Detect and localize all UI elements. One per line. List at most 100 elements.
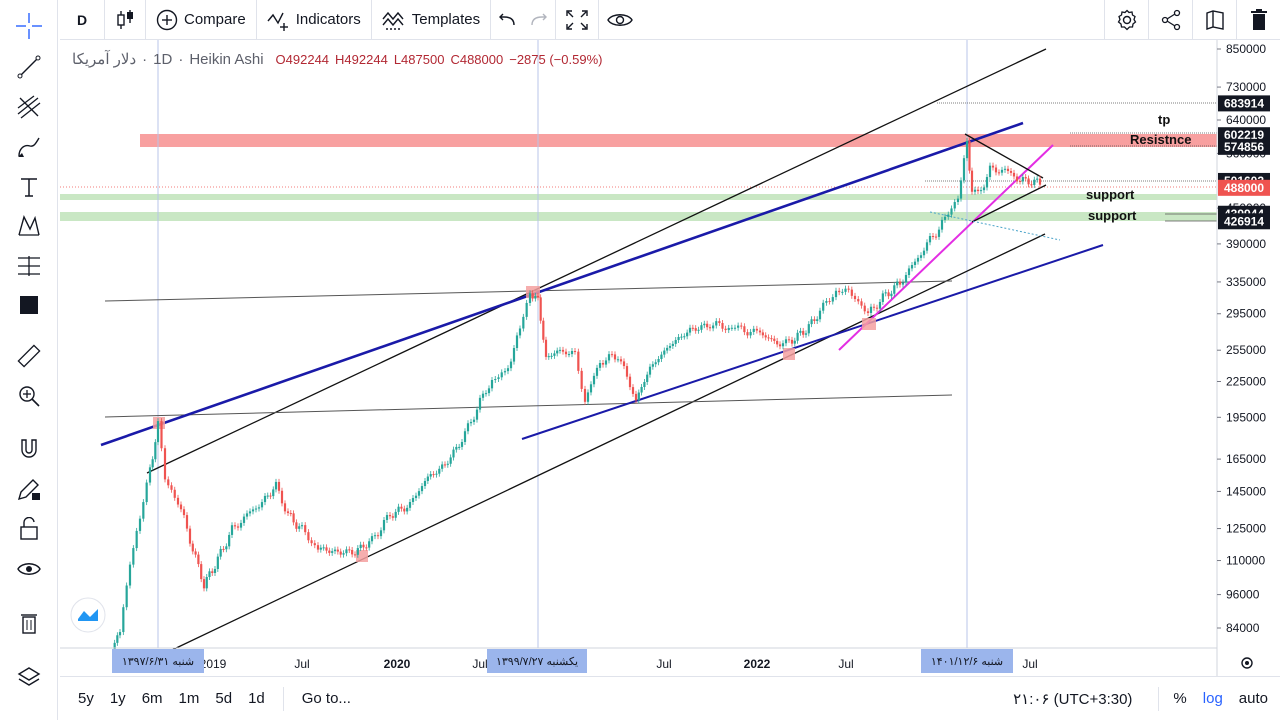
price-label: 426914 [1224,214,1264,228]
pattern-tool[interactable] [14,211,44,241]
gear-icon-hub [1245,661,1249,665]
undo-button[interactable] [491,0,523,40]
compare-button[interactable]: Compare [146,0,256,40]
log-toggle[interactable]: log [1202,690,1223,707]
range-6m[interactable]: 6m [141,690,163,707]
top-toolbar: D Compare Indicators Templates [60,0,1280,40]
candle-body [135,530,138,549]
remove-drawings-tool[interactable] [14,608,44,638]
magnet-icon [21,439,37,458]
candle-body [970,170,974,192]
candle-body [965,140,969,159]
range-1d[interactable]: 1d [248,690,265,707]
candle-body [580,370,583,389]
candle-body [648,366,652,375]
x-tick-label: Jul [1022,657,1037,671]
x-tick-label: 2019 [200,657,227,671]
legend-interval: 1D [153,50,173,68]
lock-drawing-mode-tool[interactable] [14,474,44,504]
ruler-tool[interactable] [14,341,44,371]
indicators-button[interactable]: Indicators [257,0,371,40]
snapshot-button[interactable] [1193,0,1236,40]
range-5y[interactable]: 5y [78,690,94,707]
candle-body [816,319,819,322]
range-5d[interactable]: 5d [215,690,233,707]
templates-button[interactable]: Templates [372,0,490,40]
price-labels: 6839146022195748565016024880004399444269… [1218,95,1270,230]
y-tick-label: 96000 [1226,588,1260,602]
blue-trend-main [100,121,1024,447]
brush-tool[interactable] [14,132,44,162]
percent-toggle[interactable]: % [1173,690,1187,707]
share-button[interactable] [1149,0,1192,40]
interval-button[interactable]: D [76,11,88,28]
candle-body [668,345,672,348]
candle-body [182,509,186,516]
fullscreen-icon [566,9,588,30]
date-label: یکشنبه ۱۳۹۹/۷/۲۷ [496,656,578,668]
trash-icon [1250,9,1267,30]
toolbar-divider [1192,0,1193,40]
goto-button[interactable]: Go to... [301,690,351,707]
candle-body [595,367,599,376]
candle-body [128,564,132,586]
candle-body [893,285,896,294]
candle-body [674,340,677,344]
candle-body [286,511,290,514]
object-tree-tool[interactable] [14,662,44,692]
candle-body [512,348,516,362]
auto-toggle[interactable]: auto [1238,690,1268,707]
candle-body [743,326,746,333]
candle-body [394,511,397,518]
crosshair-tool[interactable] [14,11,44,41]
timezone-button[interactable]: ۲۱:۰۶ (UTC+3:30) [1013,690,1133,708]
candle-body [376,535,380,537]
candle-body [248,511,252,514]
shapes-tool[interactable] [14,290,44,320]
candle-body [494,379,497,381]
magnet-tool[interactable] [14,434,44,464]
fullscreen-button[interactable] [556,0,598,40]
text-tool[interactable] [14,172,44,202]
redo-button[interactable] [523,0,555,40]
legend-dot: · [178,50,184,68]
candle-body [982,187,986,191]
hide-drawings-button[interactable] [599,0,641,40]
crosshair-icon [16,13,42,39]
candle-body [686,332,689,337]
eye-icon [17,563,41,575]
x-tick-label: 2022 [744,657,771,671]
candle-body [973,189,977,192]
range-1y[interactable]: 1y [109,690,126,707]
settings-button[interactable] [1105,0,1148,40]
price-axis[interactable]: 8500007300006400005600004500003900003350… [1217,42,1266,635]
candle-body [310,540,313,544]
delete-button[interactable] [1237,0,1280,40]
range-1m[interactable]: 1m [178,690,200,707]
candle-body [907,268,911,276]
price-chart[interactable]: tp Resistnce support support 850000 73000… [60,40,1280,676]
symbol-name[interactable]: دلار آمریکا [72,51,137,68]
candle-body [694,328,697,331]
toolbar-divider [598,0,600,40]
axis-settings-button[interactable] [1241,657,1253,669]
lock-all-tool[interactable] [14,514,44,544]
candle-body [758,330,762,333]
candle-body [841,291,844,293]
fib-tool[interactable] [14,92,44,122]
chart-style-button[interactable] [105,0,145,40]
candle-body [365,547,368,549]
candle-body [497,377,500,380]
measure-range-tool[interactable] [14,251,44,281]
trend-line-tool[interactable] [14,52,44,82]
zoom-tool[interactable] [14,381,44,411]
candles [113,137,1042,653]
candle-body [550,355,553,357]
logo-mark [78,609,98,621]
candle-body [316,545,320,550]
hide-all-tool[interactable] [14,554,44,584]
candle-body [544,339,548,357]
time-axis[interactable]: 2019 Jul 2020 Jul Jul 2022 Jul Jul [200,657,1038,671]
blue-trend-support [521,244,1104,440]
candle-body [767,337,770,339]
